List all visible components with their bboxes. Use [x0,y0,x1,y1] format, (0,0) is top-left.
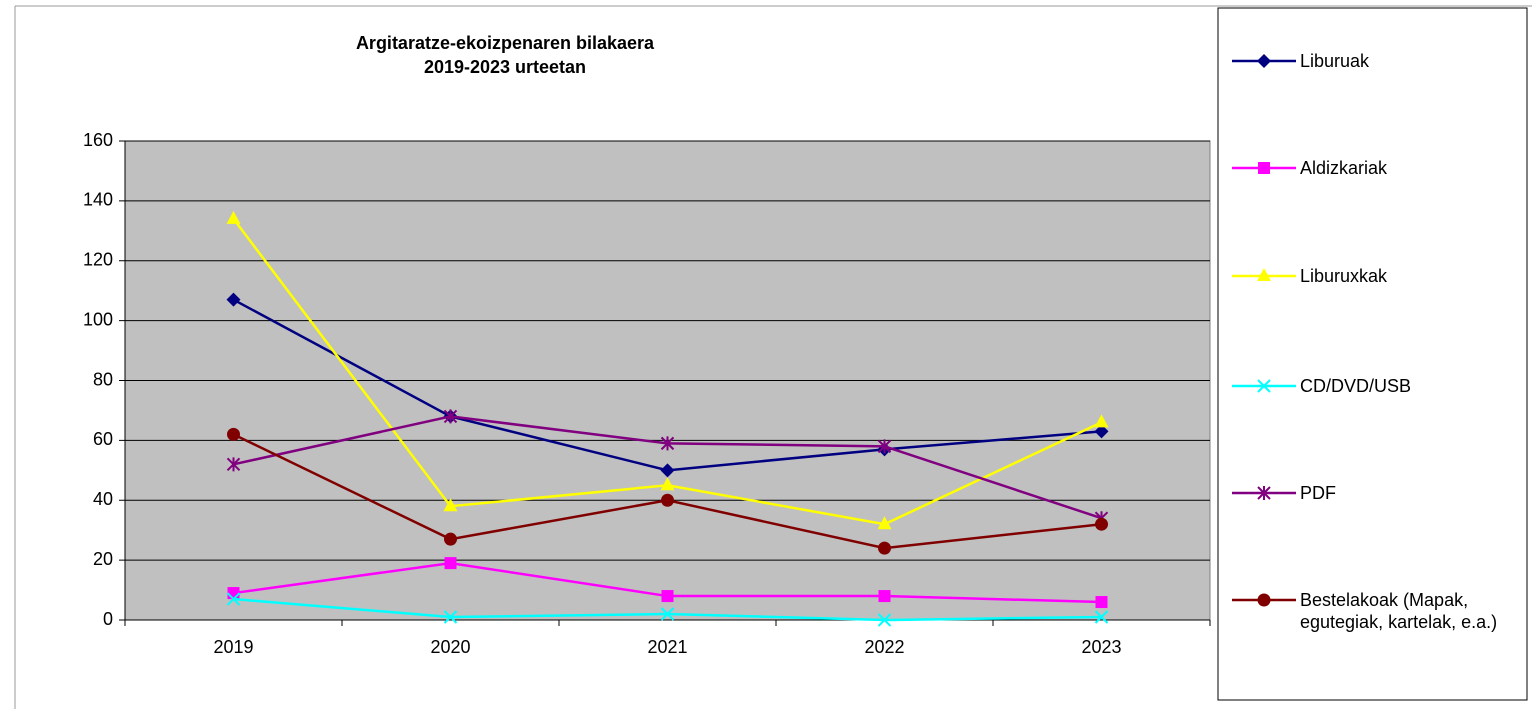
legend-label: PDF [1300,483,1336,503]
y-tick-label: 120 [83,250,113,270]
y-tick-label: 20 [93,549,113,569]
x-tick-label: 2020 [430,637,470,657]
marker [443,498,458,512]
marker [660,436,675,451]
y-tick-label: 0 [103,609,113,629]
marker [1095,596,1108,609]
marker [226,592,241,606]
marker [226,210,241,224]
marker [661,590,674,603]
legend-label: CD/DVD/USB [1300,376,1412,396]
marker [1257,268,1271,281]
marker [226,292,241,307]
y-tick-label: 100 [83,309,113,329]
marker [443,610,458,624]
legend-label: Bestelakoak (Mapak, egutegiak, kartelak,… [1300,590,1498,632]
marker [444,532,457,546]
marker [1258,162,1270,174]
marker [443,409,458,424]
marker [444,557,457,570]
marker [1257,379,1271,393]
x-tick-label: 2019 [213,637,253,657]
legend-label: Aldizkariak [1300,158,1388,178]
marker [877,613,892,627]
marker [1257,54,1271,68]
marker [226,457,241,472]
marker [878,590,891,603]
marker [660,463,675,478]
y-tick-label: 80 [93,369,113,389]
marker [877,439,892,454]
x-tick-label: 2023 [1081,637,1121,657]
marker [660,607,675,621]
y-tick-label: 40 [93,489,113,509]
y-tick-label: 60 [93,429,113,449]
marker [227,587,240,600]
marker [1094,424,1109,439]
legend-box [1217,7,1528,701]
marker [877,516,892,530]
marker [1257,593,1271,607]
marker [661,493,674,507]
marker [1094,414,1109,428]
marker [660,477,675,491]
chart-title: 2019-2023 urteetan [424,57,586,77]
legend-label: Liburuak [1300,51,1370,71]
marker [1094,610,1109,624]
chart-title: Argitaratze-ekoizpenaren bilakaera [356,33,655,53]
marker [1257,486,1271,500]
marker [227,427,240,441]
legend-label: Liburuxkak [1300,266,1388,286]
y-tick-label: 140 [83,190,113,210]
y-tick-label: 160 [83,130,113,150]
marker [878,541,891,555]
x-tick-label: 2021 [647,637,687,657]
x-tick-label: 2022 [864,637,904,657]
marker [1095,517,1108,531]
